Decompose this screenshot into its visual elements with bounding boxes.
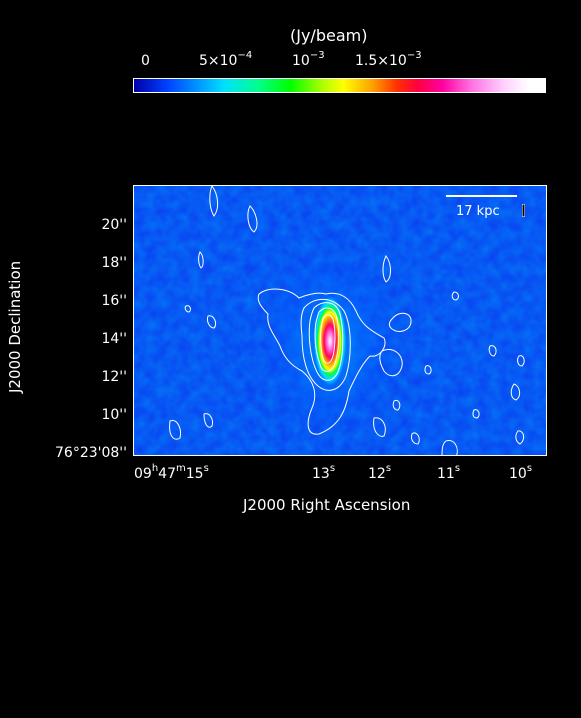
x-axis-title: J2000 Right Ascension bbox=[243, 496, 410, 514]
xtick-label-2: 12s bbox=[368, 466, 391, 482]
xtick-label-1: 13s bbox=[312, 466, 335, 482]
colorbar-tick-3: 1.5×10−3 bbox=[355, 53, 422, 69]
colorbar-tick-0: 0 bbox=[141, 53, 150, 69]
scalebar-label: 17 kpc bbox=[456, 204, 500, 219]
xtick-label-4: 10s bbox=[509, 466, 532, 482]
colorbar-unit-label: (Jy/beam) bbox=[290, 26, 367, 45]
ytick-label-6: 76°23'08'' bbox=[0, 445, 127, 461]
colorbar bbox=[133, 78, 546, 93]
xtick-label-3: 11s bbox=[437, 466, 460, 482]
colorbar-tick-1: 5×10−4 bbox=[199, 53, 252, 69]
xtick-label-0: 09h47m15s bbox=[134, 466, 209, 482]
colorbar-tick-2: 10−3 bbox=[292, 53, 325, 69]
radio-map-image bbox=[133, 185, 547, 456]
ytick-label-0: 20'' bbox=[0, 217, 127, 233]
ytick-label-5: 10'' bbox=[0, 407, 127, 423]
